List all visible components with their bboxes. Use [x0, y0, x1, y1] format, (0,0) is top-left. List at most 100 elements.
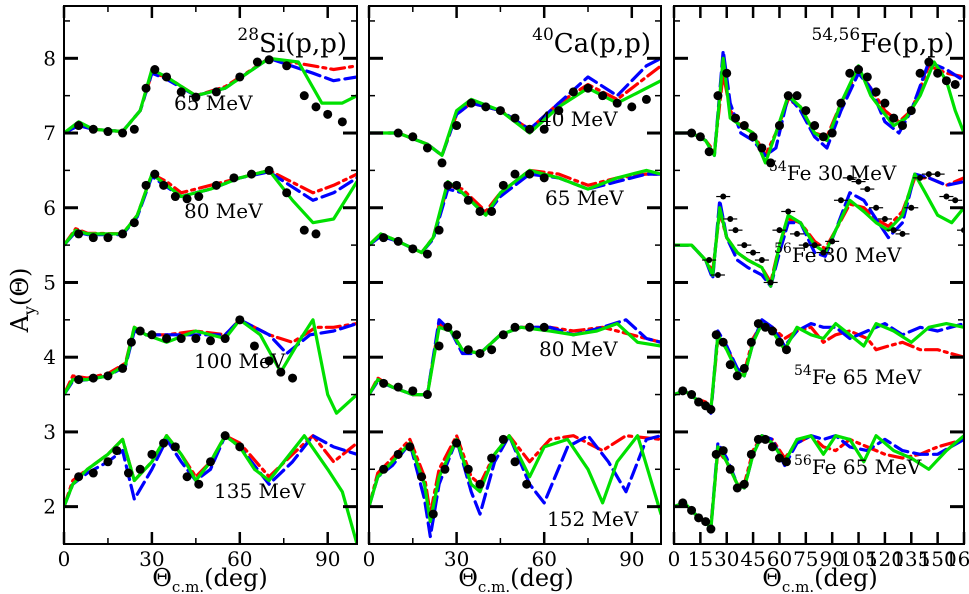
y-tick-label: 6	[43, 196, 56, 220]
label-superscript: 54	[794, 363, 812, 379]
y-tick-label: 4	[43, 345, 56, 369]
green-solid-curve	[674, 56, 964, 165]
label-prefix: Fe	[812, 365, 843, 389]
data-point	[727, 215, 734, 222]
data-point	[525, 169, 535, 179]
data-point	[422, 249, 432, 259]
label-prefix: Fe	[792, 243, 823, 267]
data-point	[801, 106, 811, 116]
data-point	[720, 193, 727, 200]
data-point	[781, 345, 791, 355]
curve-label: 65 MeV	[545, 186, 624, 210]
data-point	[748, 132, 758, 142]
data-point	[191, 92, 201, 102]
label-superscript: 54	[769, 159, 787, 175]
data-point	[568, 87, 578, 97]
data-point	[118, 229, 128, 239]
data-point	[150, 65, 160, 75]
label-superscript: 56	[794, 453, 812, 469]
data-point	[452, 438, 462, 448]
curve-label: 80 MeV	[184, 199, 263, 223]
data-point	[170, 442, 180, 452]
data-point	[952, 197, 959, 204]
data-point	[481, 102, 491, 112]
data-point	[694, 397, 704, 407]
data-point	[510, 169, 520, 179]
x-axis-label-si: Θc.m.(deg)	[152, 564, 268, 594]
data-point	[774, 453, 784, 463]
data-point	[794, 230, 801, 237]
data-point	[288, 373, 298, 383]
data-point	[182, 194, 192, 204]
y-tick-label: 2	[43, 495, 56, 519]
data-point	[323, 109, 333, 119]
data-point	[147, 449, 157, 459]
data-point	[525, 322, 535, 332]
data-point	[147, 330, 157, 340]
data-point	[781, 457, 791, 467]
x-axis-label-ca: Θc.m.(deg)	[458, 564, 574, 594]
plot-area	[674, 49, 964, 534]
data-point	[711, 330, 721, 340]
x-tick-label: 0	[363, 547, 376, 571]
data-point	[767, 279, 774, 286]
y-axis-label: Ay(Θ)	[6, 268, 39, 334]
data-point	[141, 83, 151, 93]
green-solid-curve	[64, 168, 357, 247]
title-superscript: 40	[532, 25, 554, 45]
data-point	[934, 171, 941, 178]
panel-frame	[368, 5, 662, 545]
data-point	[264, 165, 274, 175]
data-point	[722, 68, 732, 78]
data-point	[393, 449, 403, 459]
data-point	[498, 330, 508, 340]
y-tick-label: 8	[43, 46, 56, 70]
data-point	[206, 336, 215, 346]
data-point	[129, 124, 139, 134]
data-point	[881, 215, 888, 222]
data-point	[753, 434, 763, 444]
data-point	[129, 218, 139, 228]
data-point	[463, 464, 473, 474]
data-point	[337, 117, 347, 127]
data-point	[525, 124, 535, 134]
data-point	[539, 322, 549, 332]
data-point	[943, 193, 950, 200]
data-point	[150, 169, 160, 179]
x-tick-label: 30	[714, 547, 739, 571]
green-solid-curve	[369, 168, 661, 255]
x-tick-label: 0	[58, 547, 71, 571]
data-point	[194, 192, 204, 202]
data-point	[554, 106, 564, 116]
data-point	[379, 464, 389, 474]
data-point	[897, 121, 907, 131]
data-point	[757, 143, 767, 153]
data-point	[475, 206, 485, 216]
data-point	[776, 227, 783, 234]
data-point	[889, 113, 899, 123]
data-point	[785, 208, 792, 215]
data-point	[687, 390, 697, 400]
data-point	[539, 124, 549, 134]
data-point	[818, 132, 828, 142]
data-point	[739, 121, 749, 131]
curve-label: 54Fe 30 MeV	[769, 159, 897, 185]
panel-si: 65 MeV 80 MeV 100 MeV 135 MeV 2 3 4 5 6 7 8 0 30 60 90…	[43, 5, 358, 571]
data-point	[694, 513, 704, 523]
data-point	[88, 124, 98, 134]
data-point	[873, 204, 880, 211]
y-tick-label: 5	[43, 270, 56, 294]
data-point	[452, 330, 462, 340]
data-point	[695, 132, 705, 142]
data-point	[845, 68, 855, 78]
data-point	[311, 229, 321, 239]
data-point	[718, 337, 728, 347]
data-point	[792, 91, 802, 101]
data-point	[687, 128, 697, 138]
data-point	[522, 479, 532, 489]
y-tick-label: 7	[43, 121, 56, 145]
data-point	[706, 405, 716, 414]
data-point	[767, 326, 777, 336]
data-point	[249, 341, 259, 351]
data-point	[941, 76, 951, 86]
